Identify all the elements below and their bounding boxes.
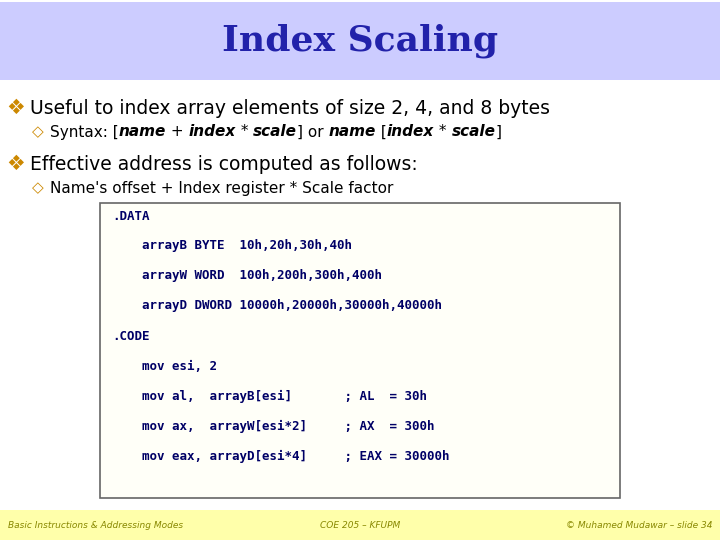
Bar xyxy=(0,510,720,540)
Bar xyxy=(0,2,720,80)
Text: scale: scale xyxy=(253,125,297,139)
Text: Effective address is computed as follows:: Effective address is computed as follows… xyxy=(30,154,418,173)
Text: ] or: ] or xyxy=(297,125,329,139)
Text: mov eax, arrayD[esi*4]     ; EAX = 30000h: mov eax, arrayD[esi*4] ; EAX = 30000h xyxy=(112,449,449,463)
Text: ❖: ❖ xyxy=(6,98,25,118)
Text: name: name xyxy=(329,125,376,139)
Text: scale: scale xyxy=(451,125,495,139)
Text: arrayD DWORD 10000h,20000h,30000h,40000h: arrayD DWORD 10000h,20000h,30000h,40000h xyxy=(112,300,442,313)
Text: COE 205 – KFUPM: COE 205 – KFUPM xyxy=(320,521,400,530)
Text: index: index xyxy=(387,125,434,139)
Text: ]: ] xyxy=(495,125,502,139)
Text: .CODE: .CODE xyxy=(112,329,150,342)
Text: mov al,  arrayB[esi]       ; AL  = 30h: mov al, arrayB[esi] ; AL = 30h xyxy=(112,389,427,402)
Text: *: * xyxy=(236,125,253,139)
Text: ◇: ◇ xyxy=(32,180,44,195)
Text: mov ax,  arrayW[esi*2]     ; AX  = 300h: mov ax, arrayW[esi*2] ; AX = 300h xyxy=(112,420,434,433)
Text: Name's offset + Index register * Scale factor: Name's offset + Index register * Scale f… xyxy=(50,180,393,195)
Text: .DATA: .DATA xyxy=(112,210,150,222)
Text: mov esi, 2: mov esi, 2 xyxy=(112,360,217,373)
Text: arrayW WORD  100h,200h,300h,400h: arrayW WORD 100h,200h,300h,400h xyxy=(112,269,382,282)
Text: Basic Instructions & Addressing Modes: Basic Instructions & Addressing Modes xyxy=(8,521,183,530)
Text: [: [ xyxy=(376,125,387,139)
Text: Index Scaling: Index Scaling xyxy=(222,24,498,58)
Text: Useful to index array elements of size 2, 4, and 8 bytes: Useful to index array elements of size 2… xyxy=(30,98,550,118)
Text: arrayB BYTE  10h,20h,30h,40h: arrayB BYTE 10h,20h,30h,40h xyxy=(112,240,352,253)
Text: Syntax: [: Syntax: [ xyxy=(50,125,119,139)
Bar xyxy=(100,203,620,498)
Text: *: * xyxy=(434,125,451,139)
Text: +: + xyxy=(166,125,189,139)
Text: ◇: ◇ xyxy=(32,125,44,139)
Text: index: index xyxy=(189,125,236,139)
Text: ❖: ❖ xyxy=(6,154,25,174)
Text: © Muhamed Mudawar – slide 34: © Muhamed Mudawar – slide 34 xyxy=(565,521,712,530)
Text: name: name xyxy=(119,125,166,139)
